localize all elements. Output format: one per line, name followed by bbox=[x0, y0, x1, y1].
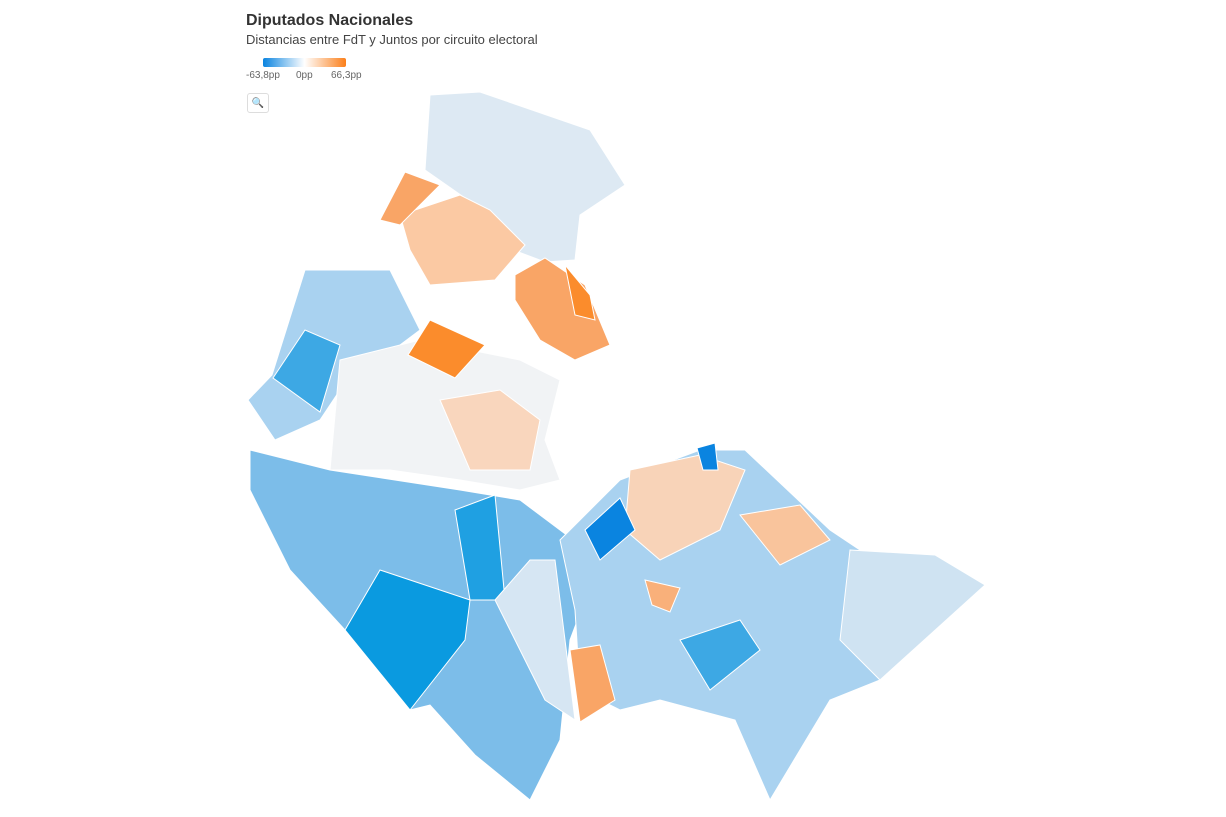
region[interactable] bbox=[379, 171, 441, 226]
region[interactable] bbox=[644, 579, 681, 613]
zoom-button[interactable]: 🔍 bbox=[247, 93, 269, 113]
region[interactable] bbox=[679, 619, 761, 691]
search-icon: 🔍 bbox=[251, 97, 265, 109]
legend-max-label: 66,3pp bbox=[331, 70, 362, 81]
region[interactable] bbox=[739, 504, 831, 566]
color-legend-bar bbox=[263, 58, 346, 67]
region[interactable] bbox=[399, 194, 526, 286]
region[interactable] bbox=[272, 329, 341, 413]
region[interactable] bbox=[696, 442, 719, 471]
region[interactable] bbox=[344, 569, 471, 711]
region[interactable] bbox=[494, 559, 576, 722]
region[interactable] bbox=[407, 319, 486, 379]
legend-min-label: -63,8pp bbox=[246, 70, 280, 81]
region[interactable] bbox=[424, 91, 626, 263]
region[interactable] bbox=[439, 389, 541, 471]
region[interactable] bbox=[514, 257, 611, 361]
region[interactable] bbox=[564, 264, 596, 321]
region[interactable] bbox=[839, 549, 986, 681]
map-title: Diputados Nacionales bbox=[246, 12, 414, 29]
region[interactable] bbox=[569, 644, 616, 723]
region[interactable] bbox=[584, 497, 636, 561]
map-subtitle: Distancias entre FdT y Juntos por circui… bbox=[246, 32, 538, 47]
legend-mid-label: 0pp bbox=[296, 70, 313, 81]
